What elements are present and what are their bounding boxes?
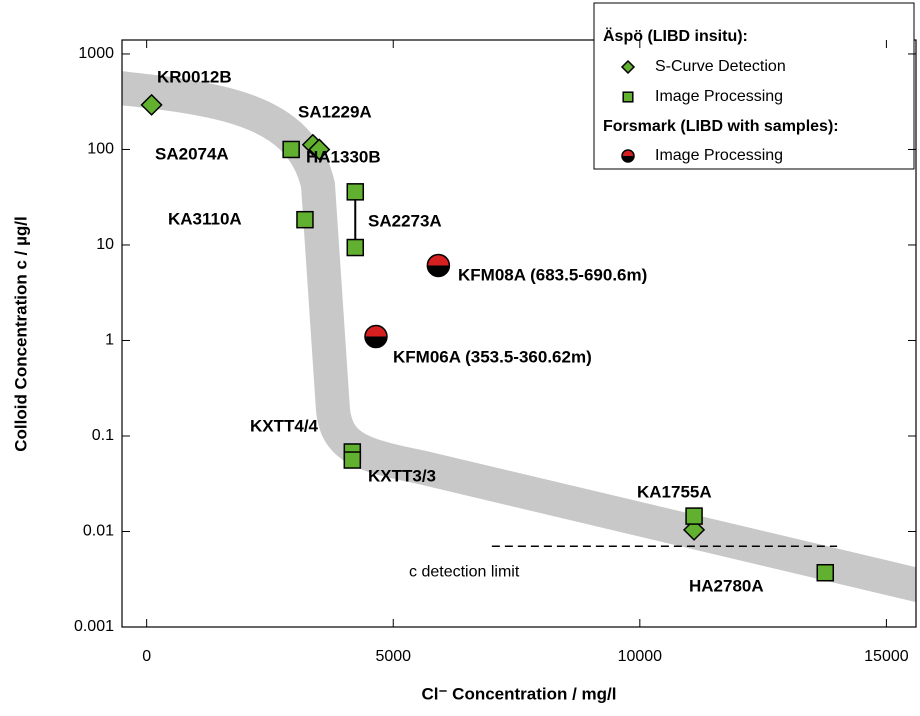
square: [685, 507, 703, 525]
square: [346, 183, 365, 201]
y-axis-label: Colloid Concentration c / µg/l: [11, 216, 30, 452]
x-tick-label: 15000: [864, 648, 909, 665]
y-tick-label: 0.001: [74, 618, 114, 635]
diamond: [620, 59, 636, 75]
square: [282, 140, 300, 159]
point-label: HA2780A: [689, 576, 764, 595]
half: [427, 254, 450, 266]
point: [140, 93, 163, 116]
legend-label: S-Curve Detection: [655, 58, 786, 75]
diamond: [308, 138, 331, 161]
point: [620, 59, 636, 75]
point: [426, 253, 451, 278]
circle-edge: [364, 324, 388, 349]
legend-label: Image Processing: [655, 88, 783, 105]
legend-header: Forsmark (LIBD with samples):: [603, 118, 839, 135]
point: [622, 91, 634, 103]
y-tick-label: 1: [105, 332, 114, 349]
detection-limit-label: c detection limit: [409, 564, 520, 581]
point: [683, 518, 706, 541]
square: [296, 210, 314, 229]
point-label: KR0012B: [157, 67, 232, 86]
circle-edge: [426, 253, 451, 278]
plot-frame: [121, 39, 917, 628]
point-label: SA2273A: [368, 211, 442, 230]
y-tick-label: 100: [87, 141, 114, 158]
x-tick-label: 10000: [618, 648, 663, 665]
y-tick-label: 10: [96, 236, 114, 253]
diamond: [683, 518, 706, 541]
point-label: KXTT4/4: [250, 416, 319, 435]
square: [346, 238, 365, 257]
point: [364, 324, 388, 349]
square: [343, 451, 362, 469]
point: [282, 140, 300, 159]
point: [816, 563, 835, 582]
y-tick-label: 0.01: [83, 523, 114, 540]
point-label: HA1330B: [306, 147, 381, 166]
point: [308, 138, 331, 161]
x-tick-label: 5000: [375, 648, 411, 665]
x-axis-label: Cl⁻ Concentration / mg/l: [421, 684, 616, 703]
y-tick-label: 0.1: [92, 427, 114, 444]
point: [685, 507, 703, 525]
point-label: KXTT3/3: [368, 466, 436, 485]
point: [343, 451, 362, 469]
point-label: KFM08A (683.5-690.6m): [458, 265, 647, 284]
point: [346, 238, 365, 257]
half: [364, 325, 387, 337]
legend-label: Image Processing: [655, 147, 783, 164]
x-tick-label: 0: [142, 648, 151, 665]
point-label: KA1755A: [637, 482, 712, 501]
point-label: SA2074A: [155, 144, 229, 163]
circle-edge: [621, 149, 635, 163]
trend-band: [122, 71, 916, 603]
point-label: SA1229A: [298, 102, 372, 121]
square: [816, 563, 835, 582]
point: [296, 210, 314, 229]
y-tick-label: 1000: [78, 45, 114, 62]
legend-header: Äspö (LIBD insitu):: [603, 27, 748, 45]
point: [621, 149, 635, 163]
legend: [593, 2, 915, 170]
diamond: [140, 93, 163, 116]
square: [622, 91, 634, 103]
point: [346, 183, 365, 201]
point-label: KA3110A: [168, 209, 242, 228]
point-label: KFM06A (353.5-360.62m): [393, 347, 592, 366]
